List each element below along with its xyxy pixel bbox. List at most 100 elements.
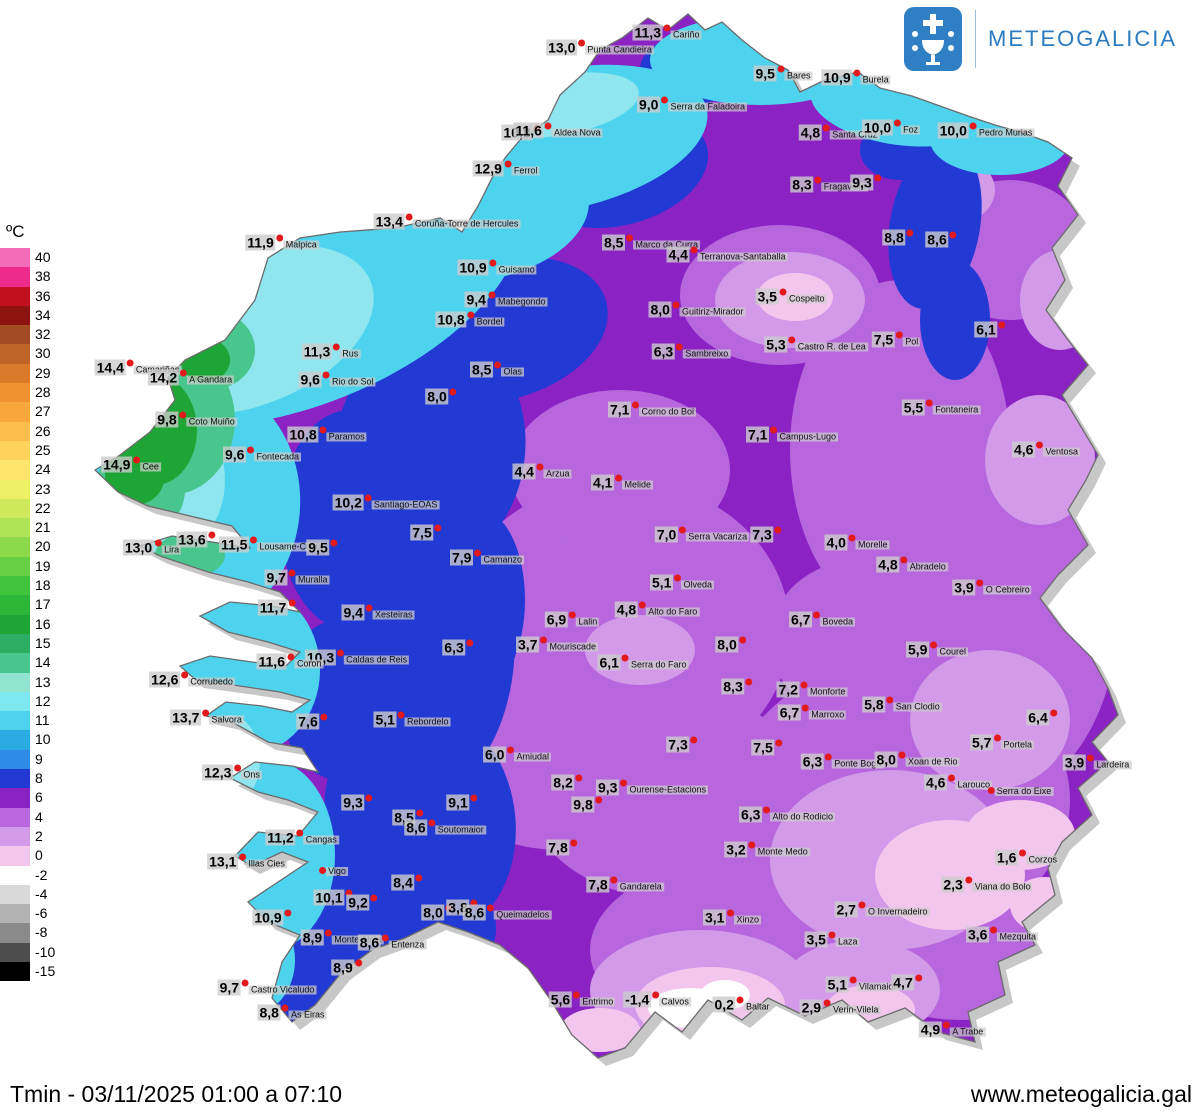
station-marker-dot [610, 876, 618, 884]
station-temp: 3,1 [703, 909, 727, 926]
legend-value: 26 [35, 422, 51, 439]
station: 13,0 Punta Candieira [546, 39, 654, 57]
legend-value: 6 [35, 789, 43, 806]
legend-row: 18 [0, 576, 86, 596]
legend-swatch [0, 402, 30, 422]
legend-value: 13 [35, 673, 51, 690]
station-marker-dot [289, 599, 297, 607]
station-marker-dot [853, 69, 861, 77]
station-temp: 8,5 [602, 234, 626, 251]
legend-value: 32 [35, 326, 51, 343]
station-temp: 6,9 [544, 611, 569, 628]
station-marker-dot [296, 829, 304, 837]
station-name: As Eiras [288, 1009, 327, 1020]
station-marker-dot [276, 234, 284, 242]
station-marker-dot [337, 649, 345, 657]
station: -1,4 Calvos [623, 991, 691, 1009]
station-name: Portela [1001, 739, 1034, 750]
station-temp: 9,2 [346, 894, 370, 911]
legend-value: 22 [35, 499, 51, 516]
station: 10,9 Guisamo [457, 259, 537, 277]
station: 5,8 San Clodio [862, 696, 942, 714]
legend-row: 15 [0, 633, 86, 654]
station-marker-dot [364, 494, 372, 502]
station-temp: 8,9 [300, 929, 325, 946]
station-name: Coruña-Torre de Hercules [412, 218, 521, 229]
legend-swatch [0, 595, 30, 615]
station-name: Marroxo [809, 709, 847, 720]
station-marker-dot [250, 536, 258, 544]
station-name: Monte Medo [755, 846, 810, 857]
station-name: Lalin [576, 616, 600, 627]
station: 4,7 [891, 974, 923, 992]
station-temp: 10,9 [457, 259, 489, 276]
station-name: Morelle [855, 539, 890, 550]
station-temp: 5,8 [862, 696, 886, 713]
station-name: Malpica [283, 239, 319, 250]
legend-swatch [0, 865, 30, 885]
station-temp: 7,5 [751, 739, 775, 756]
station-marker-dot [536, 463, 544, 471]
legend-swatch [0, 383, 30, 403]
station-temp: 10,8 [435, 311, 467, 328]
legend-swatch [0, 884, 30, 905]
station: 11,6 Aldea Nova [513, 122, 603, 140]
station-temp: 8,6 [925, 231, 949, 248]
station-name: Pol [903, 336, 921, 347]
station-temp: 8,4 [391, 874, 415, 891]
station-marker-dot [848, 534, 856, 542]
station-marker-dot [370, 894, 378, 902]
station-temp: 7,3 [750, 526, 774, 543]
station: 5,5 Fontaneira [901, 399, 981, 417]
station-temp: 7,8 [546, 839, 570, 856]
station: 9,6 Rio do Sol [298, 371, 376, 389]
station-marker-dot [365, 604, 373, 612]
legend-value: 8 [35, 770, 43, 787]
station-marker-dot [926, 399, 934, 407]
station-temp: 4,4 [666, 246, 690, 263]
station-name: Ons [241, 769, 262, 780]
station-temp: 9,8 [155, 411, 179, 428]
station: 4,6 Ventosa [1012, 441, 1080, 459]
station-name: A Trabe [950, 1026, 986, 1037]
station-marker-dot [632, 401, 640, 409]
station-temp: 11,3 [632, 24, 663, 41]
station-temp: 10,9 [252, 909, 284, 926]
station: Vigo [318, 862, 348, 878]
station-temp: 6,4 [1026, 709, 1050, 726]
legend-row: 21 [0, 518, 86, 538]
legend-row: 6 [0, 788, 86, 808]
station-name: Serra do Eixe [994, 786, 1054, 796]
station-marker-dot [858, 901, 866, 909]
legend-swatch [0, 691, 30, 712]
legend-value: -6 [35, 905, 48, 922]
station-marker-dot [202, 709, 210, 717]
station: 2,3 Viana do Bolo [941, 876, 1033, 894]
legend-value: 30 [35, 345, 51, 362]
station: 11,5 Lousame-Costa [218, 536, 326, 554]
station: 8,0 [421, 904, 453, 922]
station-temp: 3,2 [724, 841, 748, 858]
legend-swatch [0, 942, 30, 962]
station: 3,9 Lardeira [1062, 754, 1132, 772]
station-marker-dot [330, 539, 338, 547]
legend-swatch [0, 614, 30, 634]
station-temp: 6,3 [651, 343, 676, 360]
station-temp: 5,5 [901, 399, 926, 416]
station-marker-dot [504, 160, 512, 168]
station-temp: 6,3 [800, 753, 825, 770]
legend-row: -2 [0, 865, 86, 885]
station: 14,2 A Gandara [147, 369, 235, 387]
station-marker-dot [774, 526, 782, 534]
station: 2,9 Verin-Vilela [799, 999, 881, 1017]
legend-value: 17 [35, 596, 51, 613]
legend-swatch [0, 363, 30, 384]
station-marker-dot [965, 876, 973, 884]
station: 7,1 Campus-Lugo [746, 426, 838, 444]
station-temp: 10,9 [821, 69, 853, 86]
station-marker-dot [180, 369, 188, 377]
station: 8,6 [925, 231, 957, 249]
station: 9,8 Coto Muiño [155, 411, 237, 429]
station: 11,3 Rus [301, 343, 361, 361]
